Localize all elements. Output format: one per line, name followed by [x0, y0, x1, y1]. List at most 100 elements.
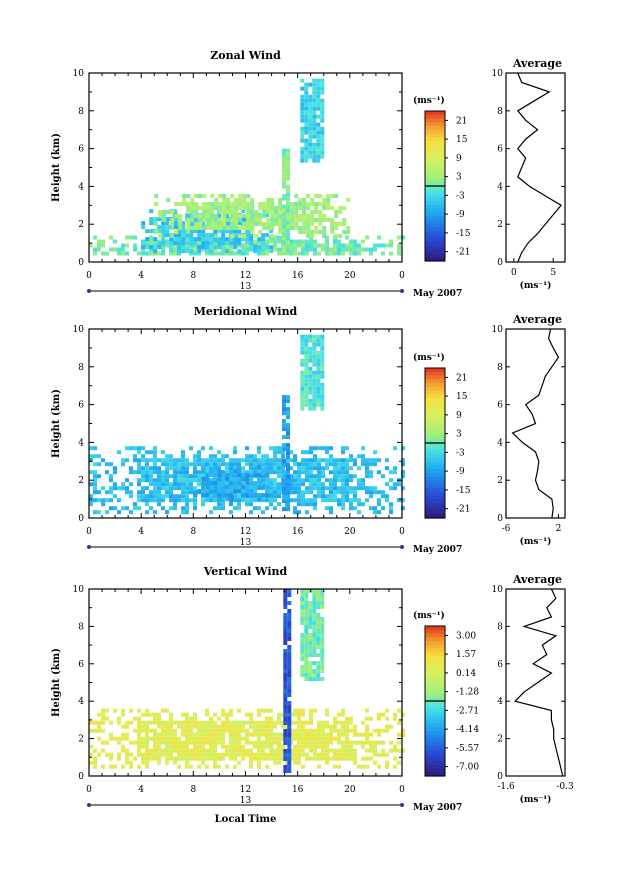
heatmap-cell — [297, 243, 301, 248]
heatmap-cell — [341, 462, 345, 467]
heatmap-cell — [89, 760, 93, 765]
heatmap-cell — [221, 502, 225, 507]
heatmap-cell — [389, 510, 393, 515]
heatmap-cell — [153, 740, 157, 745]
heatmap-cell — [145, 251, 149, 256]
heatmap-cell — [193, 462, 197, 467]
heatmap-cell — [237, 249, 242, 254]
heatmap-cell — [312, 629, 317, 633]
heatmap-cell — [165, 708, 169, 713]
heatmap-cell — [233, 485, 238, 490]
heatmap-cell — [137, 728, 141, 733]
heatmap-cell — [205, 241, 210, 246]
heatmap-cell — [217, 724, 221, 729]
heatmap-cell — [304, 390, 309, 395]
heatmap-cell — [308, 382, 313, 387]
heatmap-cell — [293, 243, 297, 248]
heatmap-cell — [293, 744, 297, 749]
heatmap-cell — [297, 490, 301, 495]
heatmap-cell — [287, 677, 292, 681]
colorbar-segment — [425, 716, 445, 721]
heatmap-cell — [308, 98, 313, 103]
heatmap-cell — [145, 760, 149, 765]
heatmap-cell — [283, 701, 288, 705]
colorbar-segment — [425, 156, 445, 161]
heatmap-cell — [245, 446, 249, 451]
heatmap-cell — [213, 469, 218, 474]
heatmap-cell — [206, 226, 211, 230]
heatmap-cell — [213, 712, 217, 717]
heatmap-cell — [266, 202, 271, 206]
heatmap-cell — [320, 78, 325, 83]
average-x-label: (ms⁻¹) — [520, 794, 552, 805]
heatmap-cell — [233, 732, 237, 737]
heatmap-cell — [169, 249, 174, 254]
colorbar-tick-label: -3 — [456, 448, 465, 458]
heatmap-cell — [286, 423, 290, 428]
heatmap-cell — [273, 478, 277, 483]
heatmap-cell — [169, 462, 173, 467]
heatmap-cell — [353, 732, 357, 737]
heatmap-cell — [309, 478, 313, 483]
heatmap-cell — [283, 633, 288, 637]
heatmap-cell — [189, 752, 193, 757]
heatmap-cell — [189, 221, 194, 226]
heatmap-cell — [257, 736, 261, 741]
heatmap-cell — [209, 489, 214, 494]
heatmap-cell — [320, 82, 325, 87]
heatmap-cell — [173, 736, 177, 741]
heatmap-cell — [129, 752, 133, 757]
heatmap-cell — [181, 249, 186, 254]
heatmap-cell — [221, 462, 225, 467]
heatmap-cell — [137, 450, 141, 455]
heatmap-cell — [333, 486, 337, 491]
heatmap-cell — [197, 744, 201, 749]
heatmap-cell — [320, 130, 325, 135]
heatmap-cell — [206, 202, 211, 206]
heatmap-cell — [361, 744, 365, 749]
heatmap-cell — [161, 470, 165, 475]
heatmap-cell — [206, 214, 211, 218]
heatmap-cell — [185, 724, 189, 729]
heatmap-cell — [341, 748, 345, 753]
heatmap-cell — [320, 597, 325, 601]
heatmap-cell — [310, 210, 315, 214]
heatmap-cell — [145, 458, 149, 463]
heatmap-cell — [209, 446, 213, 451]
heatmap-cell — [312, 394, 317, 399]
heatmap-cell — [257, 764, 261, 769]
heatmap-cell — [158, 214, 163, 218]
heatmap-cell — [257, 477, 262, 482]
heatmap-cell — [186, 210, 191, 214]
heatmap-cell — [245, 732, 249, 737]
heatmap-cell — [153, 494, 157, 499]
heatmap-cell — [209, 510, 213, 515]
heatmap-cell — [249, 233, 254, 238]
heatmap-cell — [316, 158, 321, 163]
heatmap-cell — [273, 752, 277, 757]
heatmap-cell — [194, 202, 199, 206]
heatmap-cell — [217, 450, 221, 455]
heatmap-cell — [304, 601, 309, 605]
heatmap-cell — [401, 498, 405, 503]
heatmap-cell — [162, 214, 167, 218]
heatmap-cell — [213, 237, 218, 242]
heatmap-cell — [306, 202, 311, 206]
heatmap-cell — [320, 394, 325, 399]
heatmap-cell — [313, 486, 317, 491]
heatmap-cell — [273, 243, 277, 248]
heatmap-cell — [320, 354, 325, 359]
heatmap-cell — [225, 470, 229, 475]
heatmap-cell — [241, 217, 246, 222]
heatmap-cell — [302, 210, 307, 214]
heatmap-cell — [214, 234, 219, 238]
heatmap-cell — [369, 756, 373, 761]
heatmap-cell — [283, 617, 288, 621]
heatmap-cell — [345, 720, 349, 725]
heatmap-cell — [286, 411, 290, 416]
heatmap-cell — [189, 724, 193, 729]
heatmap-cell — [137, 482, 141, 487]
heatmap-cell — [169, 498, 173, 503]
heatmap-cell — [346, 226, 351, 230]
heatmap-cell — [101, 720, 105, 725]
